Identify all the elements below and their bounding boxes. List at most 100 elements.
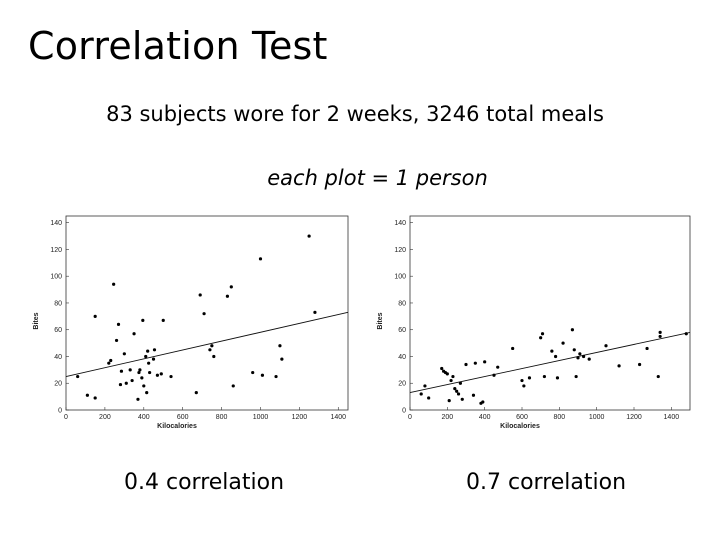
data-point — [231, 384, 235, 388]
data-point — [481, 400, 485, 404]
data-point — [511, 346, 515, 351]
data-point — [423, 384, 427, 388]
data-point — [522, 384, 526, 388]
data-point — [151, 357, 156, 361]
data-point — [225, 294, 230, 298]
data-point — [440, 366, 444, 371]
scatter-plot-left: 0 200 400 600 800 1000 1200 1400 0 20 40 60 80 100 120… — [28, 214, 353, 451]
data-point — [144, 354, 148, 359]
plot-frame — [409, 215, 691, 411]
data-point — [471, 393, 476, 397]
scatter-chart-left: 0 200 400 600 800 1000 1200 1400 0 20 40 60 80 100 120… — [33, 215, 349, 430]
y-tick-label: 60 — [398, 327, 406, 334]
data-point — [455, 389, 459, 393]
data-point — [550, 349, 554, 353]
data-point — [198, 293, 202, 297]
data-point — [638, 362, 642, 367]
data-point — [146, 349, 150, 353]
data-point — [251, 370, 255, 375]
data-point — [107, 361, 111, 365]
data-point — [119, 369, 124, 373]
caption-left: 0.4 correlation — [124, 470, 285, 495]
data-point — [280, 357, 284, 361]
y-tick-label: 20 — [398, 381, 406, 388]
x-tick-label: 1200 — [292, 414, 308, 421]
data-point — [617, 364, 621, 368]
y-tick-label: 100 — [50, 274, 62, 281]
data-point — [313, 310, 317, 314]
data-point — [93, 314, 97, 318]
data-point — [684, 332, 688, 336]
x-tick-label: 0 — [408, 414, 412, 421]
data-point — [483, 360, 487, 364]
y-tick-label: 20 — [54, 381, 62, 388]
data-point — [128, 368, 132, 372]
data-point — [445, 372, 449, 376]
trend-line — [65, 311, 349, 377]
data-point — [202, 312, 206, 316]
x-tick-label: 800 — [216, 414, 228, 421]
data-point — [604, 344, 608, 348]
data-point — [274, 374, 278, 379]
y-tick-label: 80 — [398, 300, 406, 307]
data-point — [578, 352, 582, 356]
scatter-chart-right: 0 200 400 600 800 1000 1200 1400 0 20 40 60 80 100 120… — [377, 215, 691, 430]
y-tick-label: 120 — [394, 247, 406, 254]
caption-right: 0.7 correlation — [466, 470, 627, 495]
y-tick-label: 60 — [54, 327, 62, 334]
x-tick-label: 400 — [479, 414, 491, 421]
data-point — [658, 330, 662, 334]
data-point — [260, 373, 265, 377]
slide-title: Correlation Test — [28, 24, 328, 68]
x-tick-label: 1000 — [253, 414, 269, 421]
x-tick-label: 200 — [441, 414, 453, 421]
y-tick-label: 0 — [58, 408, 62, 415]
data-point — [136, 397, 140, 401]
data-point — [492, 373, 496, 377]
data-point — [76, 374, 80, 379]
data-point — [419, 392, 423, 396]
y-tick-label: 100 — [394, 274, 406, 281]
x-tick-label: 600 — [516, 414, 528, 421]
data-point — [85, 393, 89, 397]
data-point — [427, 396, 431, 400]
x-tick-label: 1400 — [664, 414, 680, 421]
data-point — [587, 357, 591, 361]
y-tick-label: 140 — [394, 220, 406, 227]
y-tick-label: 40 — [398, 354, 406, 361]
data-point — [460, 397, 464, 401]
data-point — [148, 370, 152, 375]
data-point — [554, 354, 558, 359]
data-point — [542, 374, 546, 379]
data-point — [152, 348, 157, 352]
data-point — [112, 282, 116, 286]
data-point — [142, 384, 146, 388]
data-point — [540, 332, 545, 336]
data-point — [145, 391, 149, 395]
y-tick-label: 140 — [50, 220, 62, 227]
data-point — [582, 354, 586, 359]
x-tick-label: 1200 — [626, 414, 642, 421]
data-point — [458, 381, 462, 385]
data-point — [114, 338, 119, 343]
data-point — [456, 392, 461, 396]
data-point — [574, 374, 578, 379]
data-point — [464, 362, 468, 367]
x-axis-label: Kilocalories — [157, 423, 197, 430]
data-point — [539, 336, 543, 340]
data-point — [161, 318, 165, 322]
x-tick-label: 600 — [177, 414, 189, 421]
data-point — [130, 378, 134, 383]
data-point — [449, 378, 453, 383]
data-point — [109, 358, 113, 363]
data-point — [307, 234, 311, 238]
data-point — [555, 376, 560, 380]
data-point — [229, 285, 233, 289]
x-tick-label: 1000 — [589, 414, 605, 421]
data-point — [147, 361, 151, 365]
y-tick-label: 40 — [54, 354, 62, 361]
data-point — [645, 346, 649, 351]
data-point — [473, 361, 477, 365]
x-tick-label: 0 — [64, 414, 68, 421]
data-point — [453, 386, 457, 391]
